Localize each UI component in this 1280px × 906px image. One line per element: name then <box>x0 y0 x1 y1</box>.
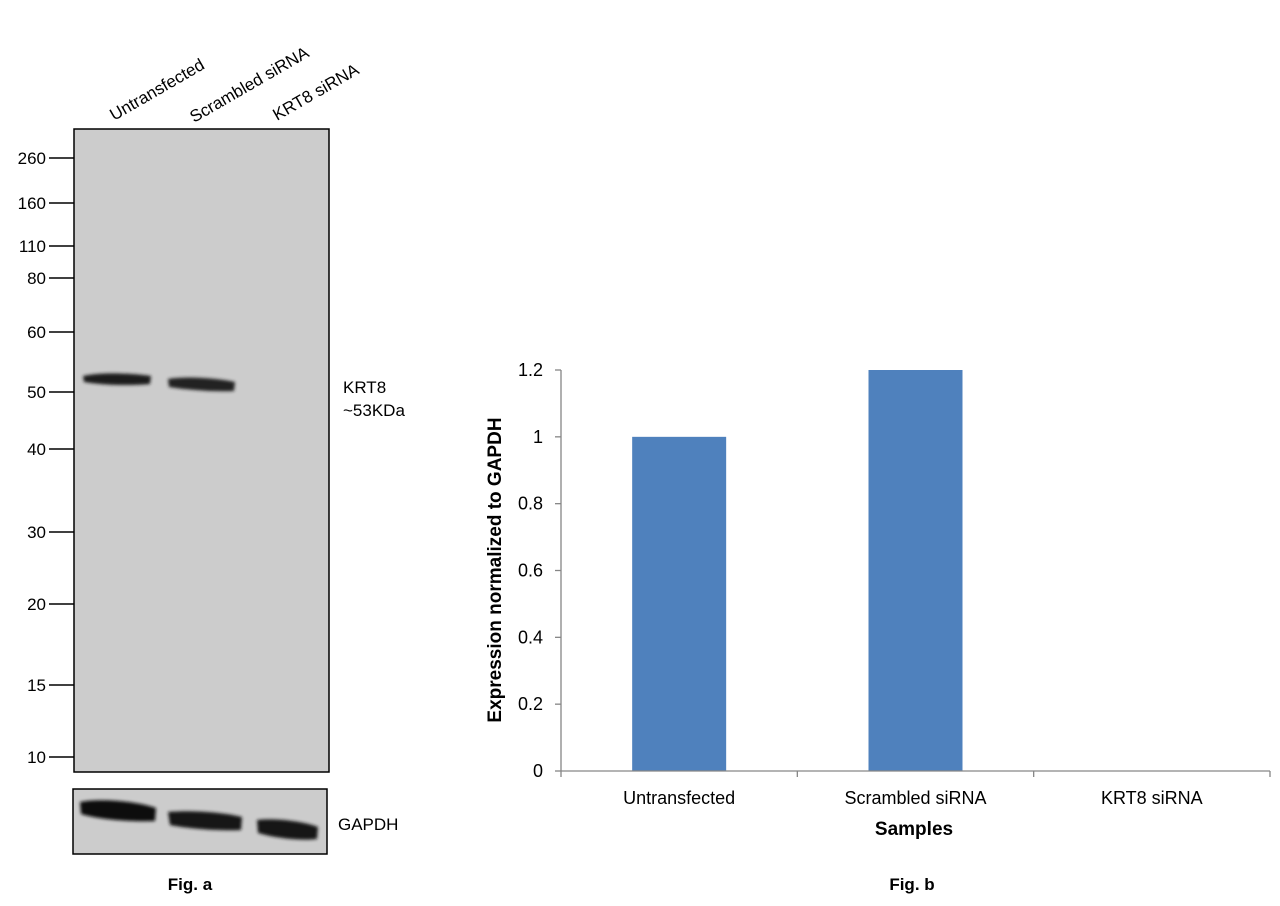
bar-chart: 0 0.2 0.4 0.6 0.8 1 1.2 Untransfected Scrambled… <box>485 360 1271 894</box>
figure-a-caption: Fig. a <box>168 875 213 894</box>
krt8-band-untransfected <box>83 373 151 386</box>
chart-category-labels: Untransfected Scrambled siRNA KRT8 siRNA <box>623 788 1203 808</box>
chart-x-axis-ticks <box>560 771 1271 777</box>
western-blot: Untransfected Scrambled siRNA KRT8 siRNA… <box>18 43 406 894</box>
chart-y-axis-ticks: 0 0.2 0.4 0.6 0.8 1 1.2 <box>518 360 561 781</box>
mw-label-260: 260 <box>18 149 46 168</box>
y-tick-label: 0.8 <box>518 494 543 514</box>
mw-label-30: 30 <box>27 523 46 542</box>
y-tick-label: 0.6 <box>518 561 543 581</box>
x-tick-label-scrambled-sirna: Scrambled siRNA <box>844 788 986 808</box>
target-size-label: ~53KDa <box>343 401 405 420</box>
mw-label-40: 40 <box>27 440 46 459</box>
y-tick-label: 0 <box>533 761 543 781</box>
mw-label-10: 10 <box>27 748 46 767</box>
y-tick-label: 0.2 <box>518 694 543 714</box>
mw-marker-ladder: 260 160 110 80 60 50 40 30 20 15 10 <box>18 149 74 767</box>
chart-y-axis-title: Expression normalized to GAPDH <box>485 417 506 722</box>
gapdh-band-scrambled-sirna <box>168 811 242 831</box>
figure-b-caption: Fig. b <box>889 875 934 894</box>
mw-label-15: 15 <box>27 676 46 695</box>
y-tick-label: 0.4 <box>518 627 543 647</box>
bar-scrambled-sirna <box>868 370 963 771</box>
x-tick-label-untransfected: Untransfected <box>623 788 735 808</box>
mw-label-20: 20 <box>27 595 46 614</box>
mw-label-110: 110 <box>19 237 46 256</box>
target-protein-label: KRT8 <box>343 378 386 397</box>
y-tick-label: 1.2 <box>518 360 543 380</box>
blot-membrane <box>73 128 330 773</box>
y-tick-label: 1 <box>533 427 543 447</box>
mw-label-60: 60 <box>27 323 46 342</box>
loading-control-label: GAPDH <box>338 815 398 834</box>
gapdh-band-untransfected <box>80 800 156 822</box>
chart-bars <box>632 370 963 771</box>
krt8-band-scrambled-sirna <box>168 377 235 392</box>
mw-label-80: 80 <box>27 269 46 288</box>
x-tick-label-krt8-sirna: KRT8 siRNA <box>1101 788 1203 808</box>
mw-label-160: 160 <box>18 194 46 213</box>
bar-untransfected <box>632 436 727 771</box>
chart-x-axis-title: Samples <box>875 819 953 840</box>
gapdh-band-krt8-sirna <box>257 819 318 840</box>
mw-label-50: 50 <box>27 383 46 402</box>
